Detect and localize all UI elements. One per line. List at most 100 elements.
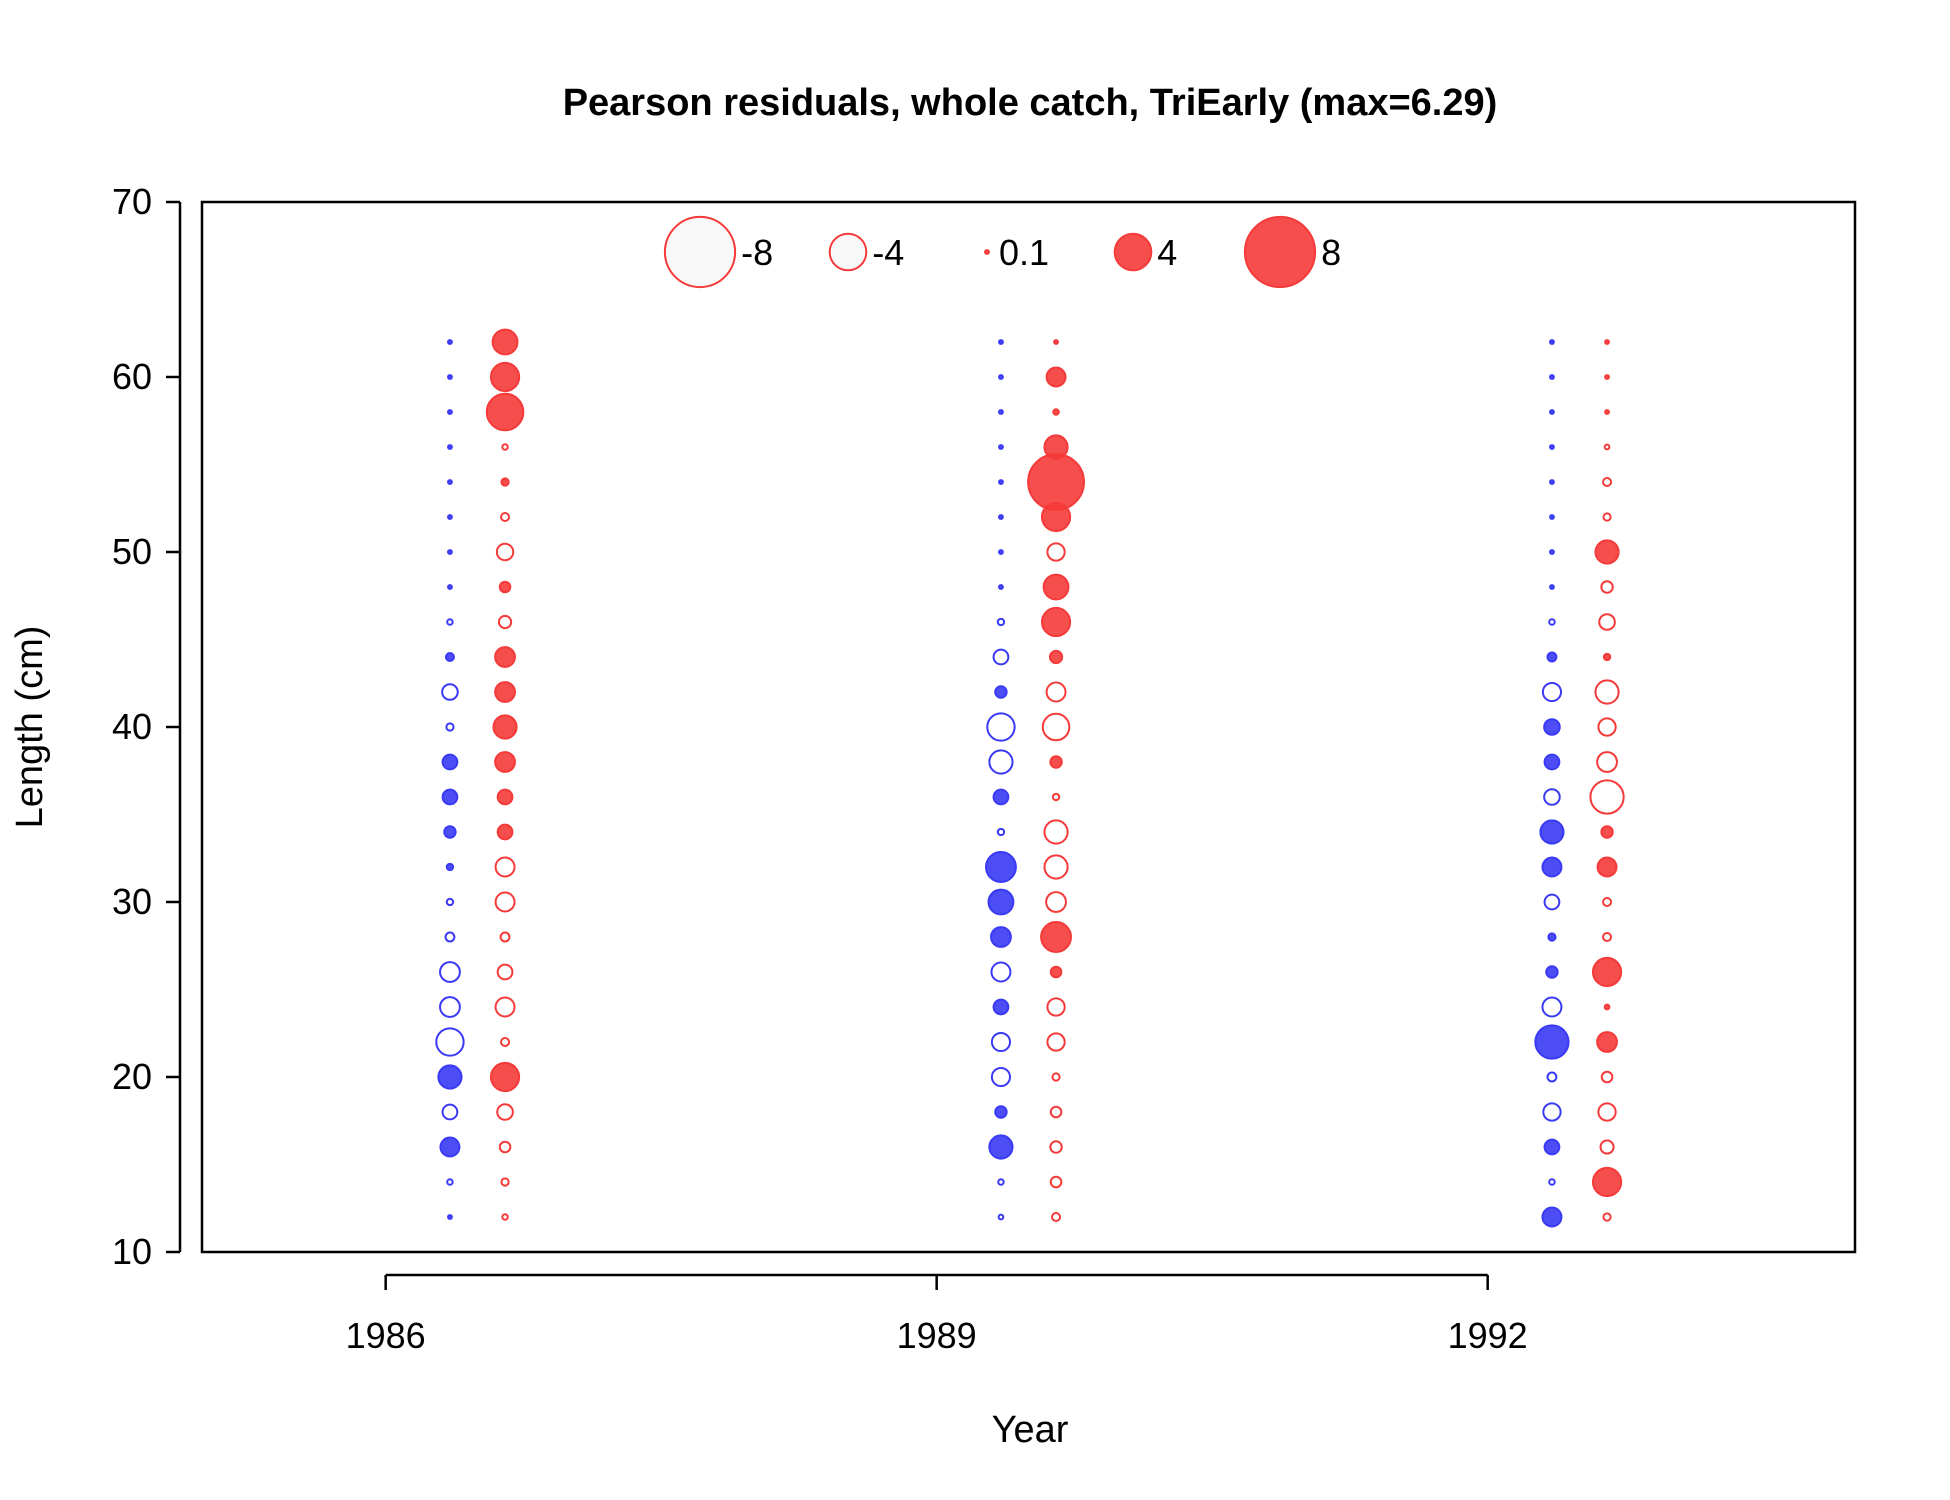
residual-bubble — [1045, 681, 1067, 703]
residual-bubble — [1049, 1140, 1063, 1154]
residual-bubble — [495, 542, 515, 562]
residual-bubble — [1591, 1166, 1623, 1198]
residual-bubble — [1594, 679, 1620, 705]
residual-bubble — [997, 1178, 1005, 1186]
residual-bubble — [992, 648, 1010, 666]
residual-bubble — [447, 549, 453, 555]
residual-bubble — [998, 514, 1004, 520]
residual-bubble — [1543, 788, 1561, 806]
residual-bubble — [1045, 366, 1067, 388]
residual-bubble — [990, 1066, 1012, 1088]
x-axis-title: Year — [992, 1409, 1069, 1451]
y-tick-label: 40 — [112, 706, 152, 747]
residual-bubble — [445, 722, 455, 732]
residual-bubble — [1543, 718, 1561, 736]
residual-bubble — [1027, 453, 1085, 511]
residual-bubble — [444, 651, 455, 663]
residual-bubble — [446, 618, 454, 626]
residual-bubble — [497, 614, 513, 630]
residual-bubble — [500, 1036, 511, 1048]
y-tick-label: 70 — [112, 181, 152, 222]
residual-bubble — [447, 339, 453, 345]
plot-frame — [200, 200, 1857, 1254]
residual-bubble — [489, 361, 521, 393]
residual-bubble — [1545, 965, 1559, 979]
residual-bubble — [1604, 409, 1610, 415]
residual-bubble — [1600, 825, 1614, 839]
residual-bubble — [494, 996, 516, 1018]
residual-bubble — [1546, 1071, 1558, 1083]
residual-bubble — [1043, 854, 1069, 880]
residual-bubble — [1602, 1212, 1612, 1222]
residual-bubble — [1597, 1102, 1617, 1122]
residual-bubble — [1604, 339, 1610, 345]
residual-bubble — [988, 1134, 1014, 1160]
residual-bubble — [491, 328, 519, 356]
residual-bubble — [445, 897, 455, 907]
residual-bubble — [447, 374, 453, 380]
residual-bubble — [1043, 819, 1069, 845]
residual-bubble — [1596, 1031, 1618, 1053]
residual-bubble — [500, 511, 511, 523]
residual-bubble — [498, 1140, 512, 1154]
residual-bubble — [998, 584, 1004, 590]
residual-bubble — [1049, 965, 1063, 979]
residual-bubble — [447, 1214, 453, 1220]
legend: -8 -4 0.1 4 8 — [663, 215, 1341, 289]
residual-bubble — [1049, 1175, 1063, 1189]
legend-label: -8 — [741, 232, 773, 273]
residual-bubble — [1546, 651, 1558, 663]
residual-bubble — [1603, 1003, 1611, 1011]
residual-bubble — [496, 963, 514, 981]
residual-bubble — [492, 714, 518, 740]
residual-bubble — [1046, 1032, 1066, 1052]
residual-bubble — [1040, 501, 1072, 533]
x-tick-label: 1986 — [346, 1315, 426, 1356]
residual-bubble — [1603, 443, 1611, 451]
residual-bubble — [1534, 1024, 1570, 1060]
x-tick-label: 1992 — [1448, 1315, 1528, 1356]
residual-bubble — [987, 888, 1015, 916]
x-tick-label: 1989 — [897, 1315, 977, 1356]
residual-bubble — [501, 1213, 509, 1221]
residual-bubble — [1045, 891, 1067, 913]
residual-bubble — [496, 788, 514, 806]
residual-bubble — [1604, 374, 1610, 380]
residual-bubble — [1548, 1178, 1556, 1186]
y-tick-label: 10 — [112, 1231, 152, 1272]
residual-bubble — [1041, 712, 1071, 742]
residual-bubble — [1599, 1139, 1615, 1155]
residual-bubble — [494, 856, 516, 878]
residual-bubble — [1547, 932, 1557, 942]
residual-bubble — [998, 409, 1004, 415]
residual-bubble — [990, 1031, 1012, 1053]
residual-bubble — [1602, 652, 1612, 662]
residual-bubble — [1602, 931, 1613, 943]
residual-bubble — [1049, 755, 1063, 769]
residual-bubble — [1543, 753, 1561, 771]
residual-bubble — [441, 683, 459, 701]
legend-bubble — [828, 232, 868, 272]
residual-bubble — [1051, 1072, 1061, 1082]
residual-bubble — [1539, 819, 1565, 845]
residual-bubble — [1597, 717, 1617, 737]
residual-bubble — [1596, 856, 1618, 878]
residual-bubble — [1542, 1102, 1562, 1122]
residual-bubble — [1040, 921, 1072, 953]
residual-bubble — [1598, 613, 1616, 631]
residual-bubble — [494, 751, 516, 773]
residual-bubble — [1602, 476, 1613, 488]
residual-bubble — [439, 996, 461, 1018]
legend-bubble — [663, 215, 737, 289]
residual-bubble — [1549, 549, 1555, 555]
residual-bubble — [439, 961, 461, 983]
residual-bubble — [990, 926, 1012, 948]
residual-bubble — [992, 788, 1010, 806]
residual-bubble — [444, 931, 456, 943]
y-tick-label: 20 — [112, 1056, 152, 1097]
residual-bubble — [998, 444, 1004, 450]
residual-bubble — [499, 931, 511, 943]
residual-bubble — [1543, 1138, 1561, 1156]
residual-bubble — [496, 823, 514, 841]
